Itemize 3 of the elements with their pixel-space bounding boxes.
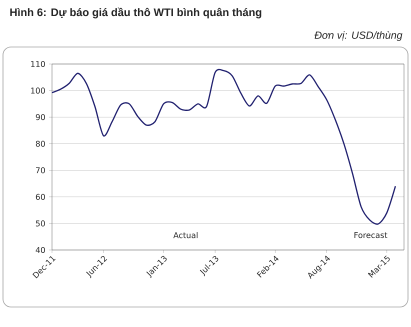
chart-subtitle: Đơn vị: USD/thùng — [314, 31, 402, 41]
line-series — [51, 69, 396, 225]
chart-title: Hình 6: Dự báo giá dầu thô WTI bình quân tháng — [10, 8, 262, 18]
